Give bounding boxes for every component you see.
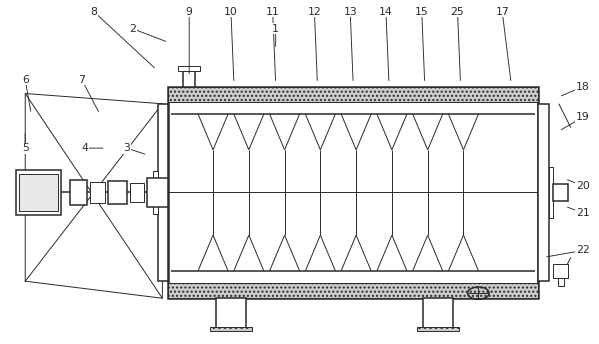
Bar (179, 66, 200, 71)
Bar (16, 170, 61, 215)
Bar (558, 278, 564, 286)
Bar (129, 183, 144, 202)
Text: 7: 7 (78, 75, 85, 85)
Bar (549, 167, 553, 218)
Text: 8: 8 (90, 7, 97, 17)
Bar (90, 182, 105, 203)
Text: 1: 1 (272, 24, 279, 34)
Bar (210, 326, 252, 331)
Bar (147, 178, 168, 207)
Bar (168, 283, 538, 298)
Bar (107, 181, 126, 204)
Bar (168, 87, 538, 102)
Text: 13: 13 (343, 7, 357, 17)
Text: 17: 17 (495, 7, 509, 17)
Text: 10: 10 (224, 7, 238, 17)
Text: 18: 18 (576, 82, 589, 92)
Text: 2: 2 (129, 24, 136, 34)
Text: 21: 21 (576, 208, 589, 218)
Text: 11: 11 (266, 7, 280, 17)
Bar (168, 87, 538, 298)
Text: 20: 20 (576, 181, 589, 191)
Text: 19: 19 (576, 112, 589, 122)
Text: 9: 9 (186, 7, 193, 17)
Text: 14: 14 (379, 7, 393, 17)
Bar (158, 104, 168, 281)
Bar (183, 71, 195, 87)
Bar (19, 174, 58, 211)
Bar (216, 298, 246, 329)
Text: 6: 6 (22, 75, 29, 85)
Bar (418, 326, 459, 331)
Bar (70, 180, 87, 205)
Bar (153, 171, 158, 214)
Text: 5: 5 (22, 143, 29, 153)
Bar (553, 184, 568, 201)
Text: 12: 12 (307, 7, 321, 17)
Bar (423, 298, 453, 329)
Text: 3: 3 (123, 143, 130, 153)
Bar (538, 104, 549, 281)
Text: 4: 4 (81, 143, 88, 153)
Text: 15: 15 (415, 7, 429, 17)
Text: 25: 25 (450, 7, 464, 17)
Bar (553, 264, 568, 278)
Text: 22: 22 (576, 246, 589, 256)
